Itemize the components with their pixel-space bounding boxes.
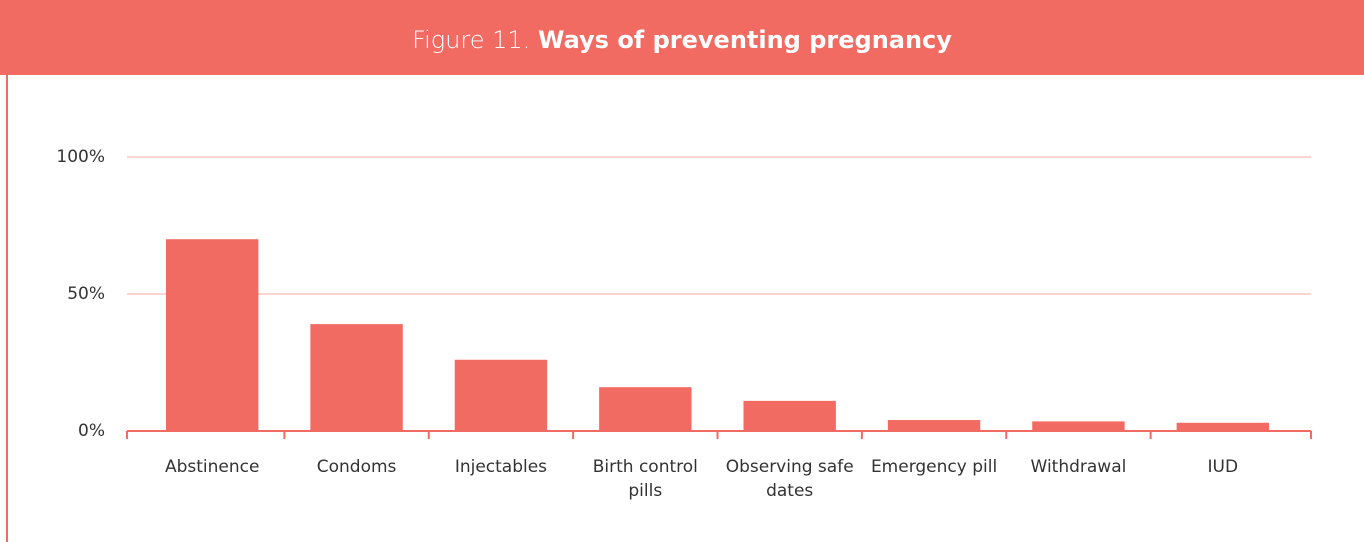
- bar: [887, 420, 981, 431]
- header: Figure 11. Ways of preventing pregnancy: [0, 0, 1364, 75]
- y-tick-label: 0%: [78, 421, 105, 441]
- bar: [454, 359, 548, 431]
- bar: [1176, 422, 1270, 431]
- x-tick-label: Withdrawal: [1030, 457, 1127, 477]
- x-tick-label: Abstinence: [164, 457, 260, 477]
- bar: [310, 324, 403, 431]
- bar: [1032, 421, 1125, 431]
- bar: [165, 239, 259, 431]
- bar: [599, 387, 692, 431]
- x-tick-label: Condoms: [316, 457, 397, 477]
- y-tick-label: 100%: [56, 147, 105, 167]
- side-border: [6, 75, 8, 542]
- x-tick-label: Observing safe dates: [725, 457, 854, 501]
- bar: [743, 400, 836, 431]
- figure-label: Figure 11.: [412, 26, 531, 54]
- x-tick-label: IUD: [1207, 457, 1239, 477]
- x-tick-label: Emergency pill: [870, 457, 998, 477]
- y-tick-label: 50%: [67, 284, 105, 304]
- x-tick-label: Birth control pills: [592, 457, 698, 501]
- x-tick-label: Injectables: [454, 457, 548, 477]
- chart-title: Ways of preventing pregnancy: [537, 26, 952, 54]
